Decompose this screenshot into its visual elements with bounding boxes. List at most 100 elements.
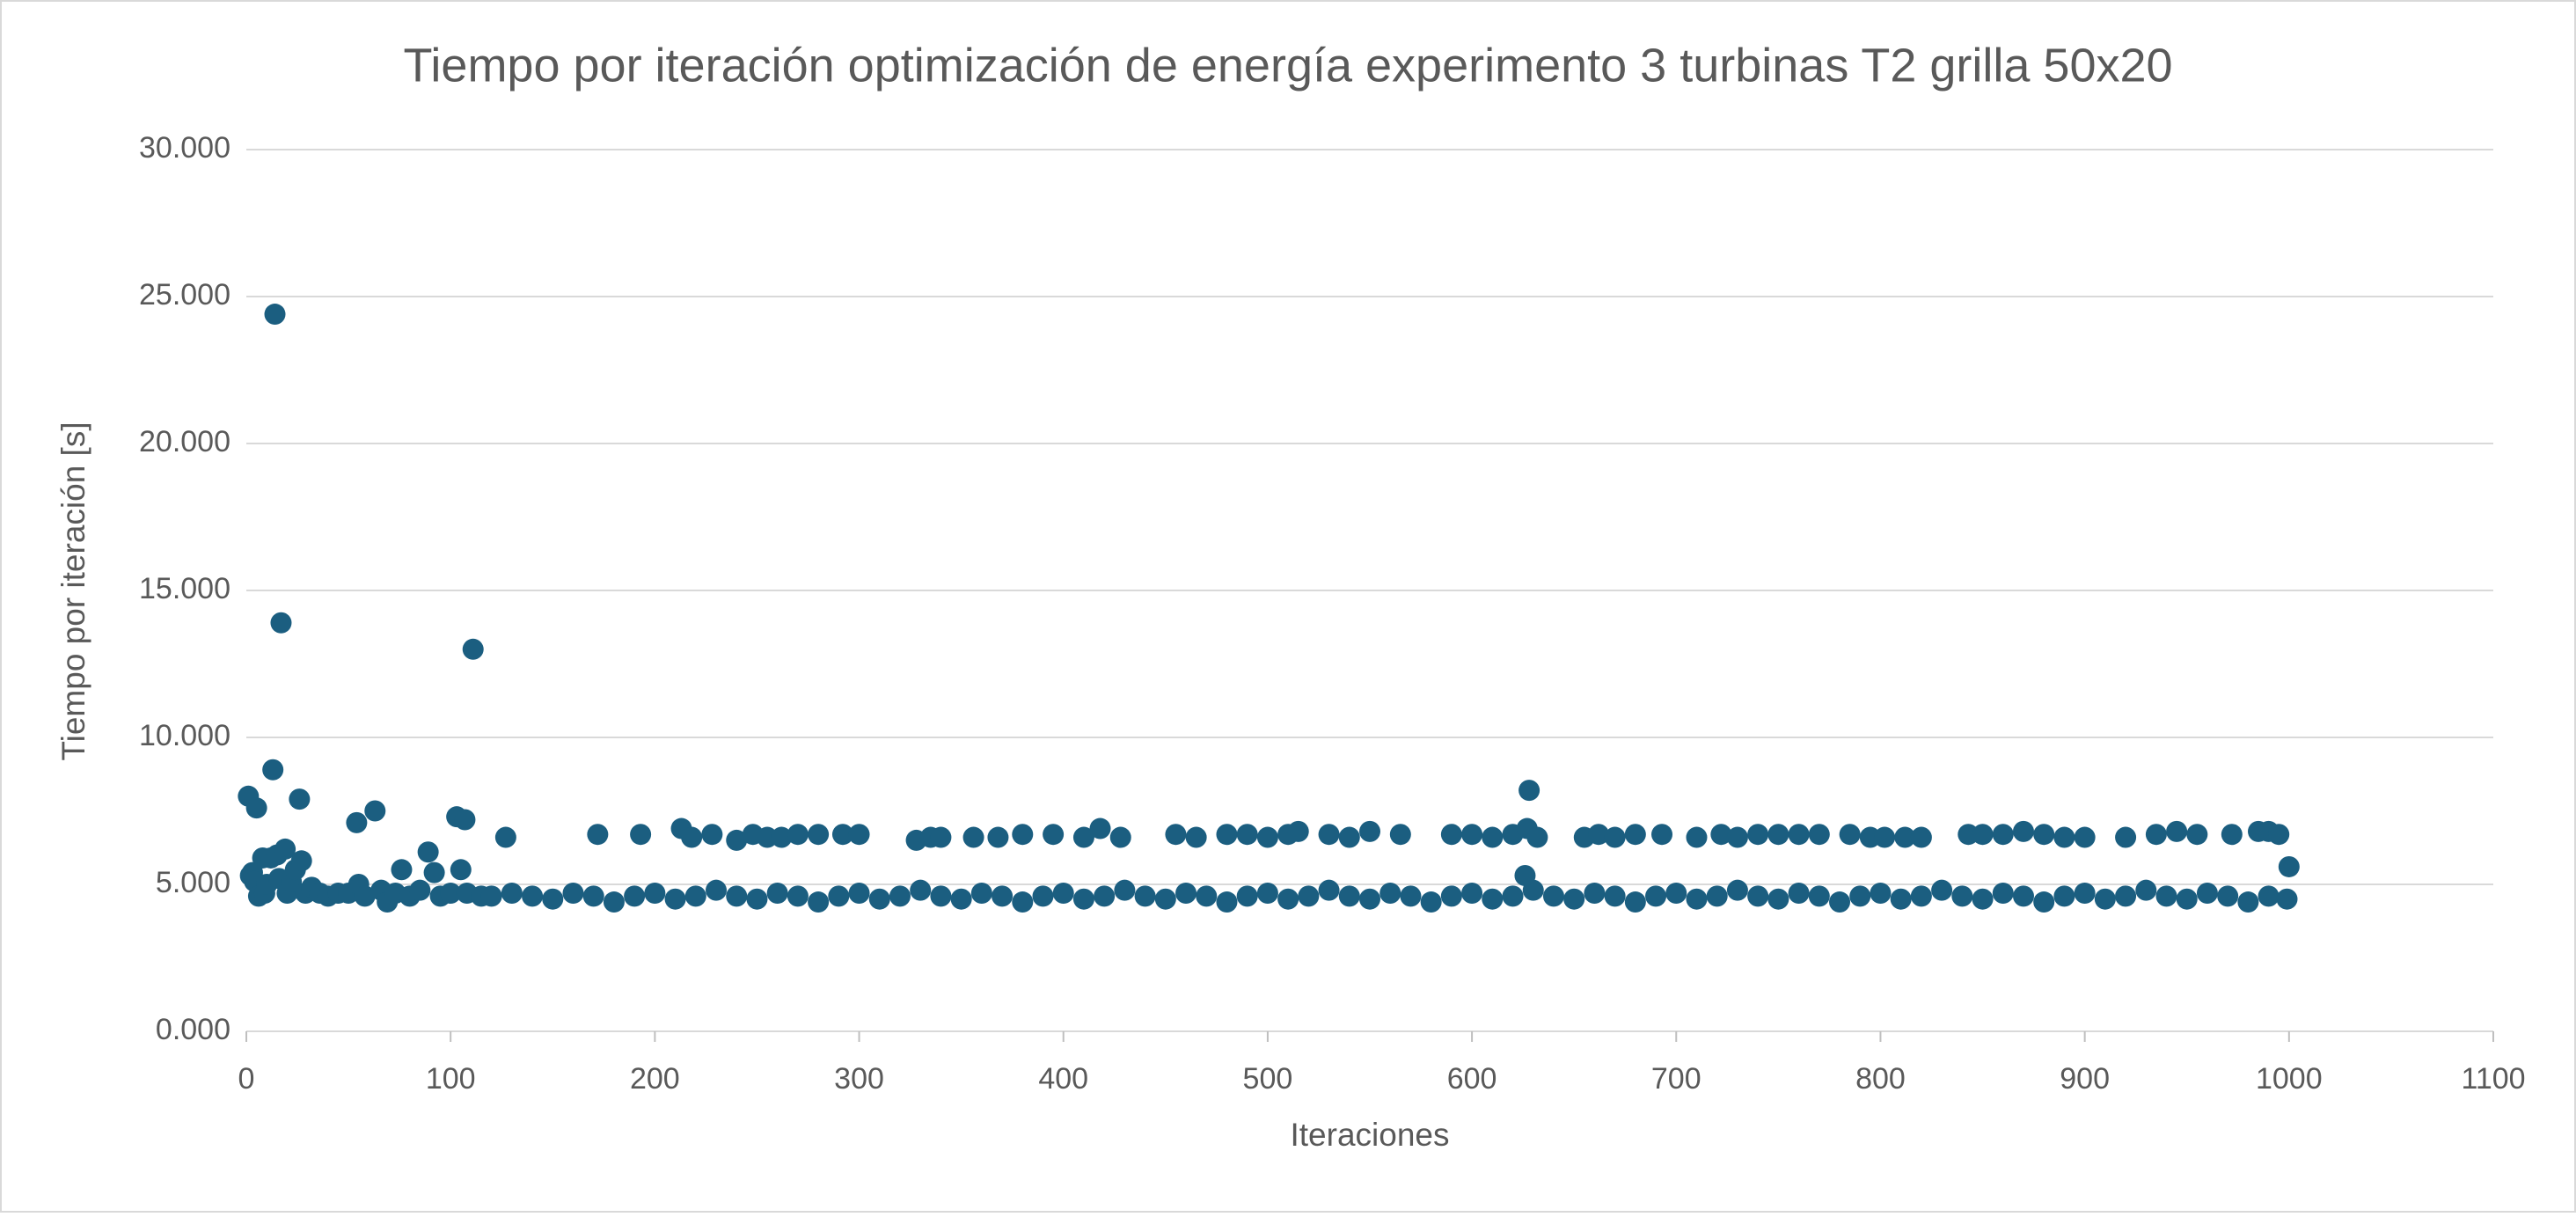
point xyxy=(462,638,484,660)
point xyxy=(1032,885,1054,907)
point xyxy=(290,850,312,872)
point xyxy=(1338,885,1360,907)
point xyxy=(2094,888,2116,910)
point xyxy=(2053,826,2075,848)
point xyxy=(2074,826,2096,848)
point xyxy=(987,826,1009,848)
point xyxy=(1338,826,1360,848)
point xyxy=(1043,824,1065,846)
point xyxy=(1931,879,1953,901)
point xyxy=(1726,879,1748,901)
point xyxy=(1440,885,1462,907)
point xyxy=(480,885,502,907)
point xyxy=(2221,824,2243,846)
point xyxy=(2135,879,2157,901)
point xyxy=(2115,885,2137,907)
point xyxy=(1072,826,1094,848)
point xyxy=(494,826,516,848)
point xyxy=(346,811,368,833)
point xyxy=(1890,888,1912,910)
point xyxy=(1894,826,1916,848)
point xyxy=(706,879,728,901)
point xyxy=(603,891,625,913)
point xyxy=(1012,824,1034,846)
point xyxy=(1992,883,2014,905)
point xyxy=(1588,824,1610,846)
point xyxy=(562,883,584,905)
point xyxy=(2217,885,2239,907)
point xyxy=(1216,824,1238,846)
point xyxy=(664,888,686,910)
point xyxy=(1216,891,1238,913)
point xyxy=(2237,891,2259,913)
point xyxy=(950,888,972,910)
point xyxy=(1185,826,1207,848)
point xyxy=(2186,824,2208,846)
point xyxy=(1482,826,1504,848)
point xyxy=(726,885,748,907)
point xyxy=(1651,824,1673,846)
point xyxy=(450,859,472,881)
point xyxy=(289,788,311,810)
x-tick-label: 800 xyxy=(1855,1062,1906,1096)
point xyxy=(2155,885,2177,907)
x-tick-label: 500 xyxy=(1243,1062,1293,1096)
y-axis-title: Tiempo por iteración [s] xyxy=(55,422,91,760)
point xyxy=(624,885,646,907)
point xyxy=(1992,824,2014,846)
point xyxy=(1514,864,1536,886)
x-tick-label: 200 xyxy=(630,1062,680,1096)
point xyxy=(2053,885,2075,907)
point xyxy=(1563,888,1585,910)
x-tick-label: 400 xyxy=(1038,1062,1088,1096)
point xyxy=(2196,883,2218,905)
point xyxy=(1379,883,1401,905)
point xyxy=(270,612,292,634)
point xyxy=(1236,885,1258,907)
point xyxy=(1072,888,1094,910)
point xyxy=(1808,824,1830,846)
point xyxy=(1788,824,1810,846)
point xyxy=(868,888,890,910)
point xyxy=(1829,891,1851,913)
point xyxy=(1767,824,1789,846)
point xyxy=(1788,883,1810,905)
y-tick-label: 15.000 xyxy=(139,572,231,605)
point xyxy=(2033,891,2055,913)
point xyxy=(1747,885,1769,907)
point xyxy=(1849,885,1871,907)
point xyxy=(1604,826,1626,848)
point xyxy=(1165,824,1187,846)
point xyxy=(910,879,932,901)
point xyxy=(1482,888,1504,910)
point xyxy=(1604,885,1626,907)
point xyxy=(1318,824,1340,846)
point xyxy=(587,824,609,846)
x-tick-label: 900 xyxy=(2060,1062,2110,1096)
x-tick-label: 100 xyxy=(426,1062,476,1096)
point xyxy=(2268,824,2290,846)
point xyxy=(440,883,462,905)
point xyxy=(2278,855,2300,877)
point xyxy=(454,809,476,831)
point xyxy=(1542,885,1564,907)
point xyxy=(1624,824,1646,846)
point xyxy=(828,885,850,907)
y-tick-label: 20.000 xyxy=(139,425,231,458)
point xyxy=(274,838,296,860)
point xyxy=(1277,888,1299,910)
point xyxy=(630,824,652,846)
point xyxy=(726,829,748,851)
point xyxy=(1767,888,1789,910)
point xyxy=(2276,888,2298,910)
point xyxy=(771,826,793,848)
point xyxy=(1519,780,1540,802)
point xyxy=(808,891,830,913)
point xyxy=(1109,826,1131,848)
point xyxy=(1461,824,1483,846)
point xyxy=(245,797,267,819)
point xyxy=(2166,820,2188,842)
point xyxy=(930,885,952,907)
point xyxy=(2012,820,2034,842)
